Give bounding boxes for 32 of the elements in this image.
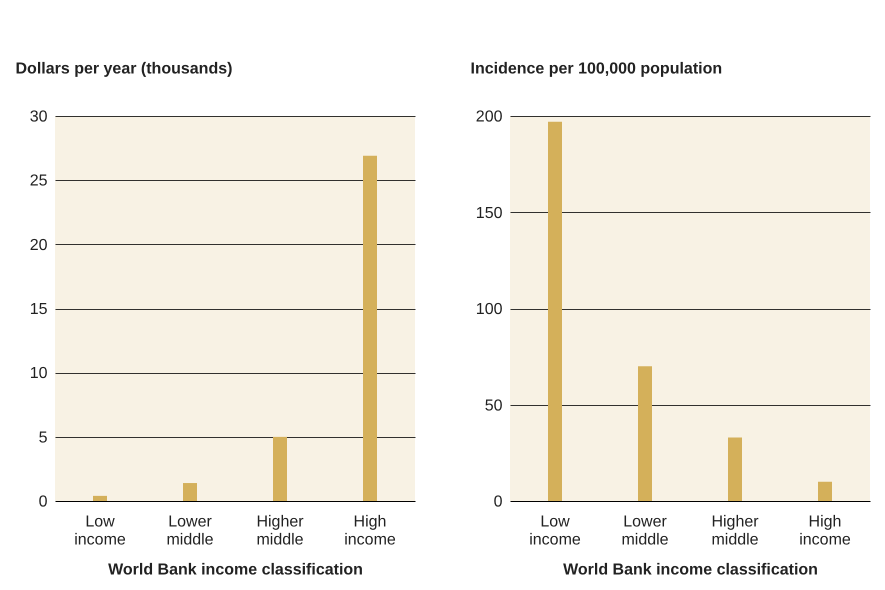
y-axis-title: Incidence per 100,000 population — [470, 60, 722, 78]
y-tick-label: 10 — [30, 365, 48, 382]
y-tick-label: 50 — [484, 397, 503, 414]
bar — [93, 496, 107, 501]
x-tick-label: Higher middle — [711, 514, 760, 548]
x-tick-label: Low income — [529, 514, 581, 548]
y-tick-label: 5 — [38, 429, 48, 446]
y-tick-label: 200 — [476, 108, 503, 126]
bar — [638, 366, 652, 501]
y-tick-label: 30 — [30, 108, 48, 126]
x-tick-label: Lower middle — [166, 514, 214, 548]
bar — [273, 436, 287, 501]
x-tick-label: High income — [799, 514, 851, 548]
y-axis-title: Dollars per year (thousands) — [16, 60, 232, 78]
y-tick-label: 0 — [494, 494, 503, 510]
y-tick-label: 25 — [30, 172, 48, 190]
x-tick-label: Lower middle — [621, 514, 669, 548]
x-tick-label: Higher middle — [256, 514, 304, 548]
x-axis-title: World Bank income classification — [108, 562, 363, 578]
x-tick-label: High income — [344, 514, 396, 548]
bar — [728, 437, 742, 501]
x-tick-label: Low income — [74, 514, 126, 548]
bar — [818, 482, 832, 501]
y-tick-label: 150 — [476, 204, 503, 222]
y-tick-label: 20 — [30, 236, 48, 254]
bar — [548, 122, 562, 501]
x-axis-title: World Bank income classification — [563, 562, 818, 578]
y-tick-label: 0 — [38, 494, 48, 510]
y-tick-label: 100 — [476, 301, 503, 318]
y-tick-label: 15 — [30, 301, 48, 318]
bar — [183, 483, 197, 501]
bar — [363, 156, 377, 501]
